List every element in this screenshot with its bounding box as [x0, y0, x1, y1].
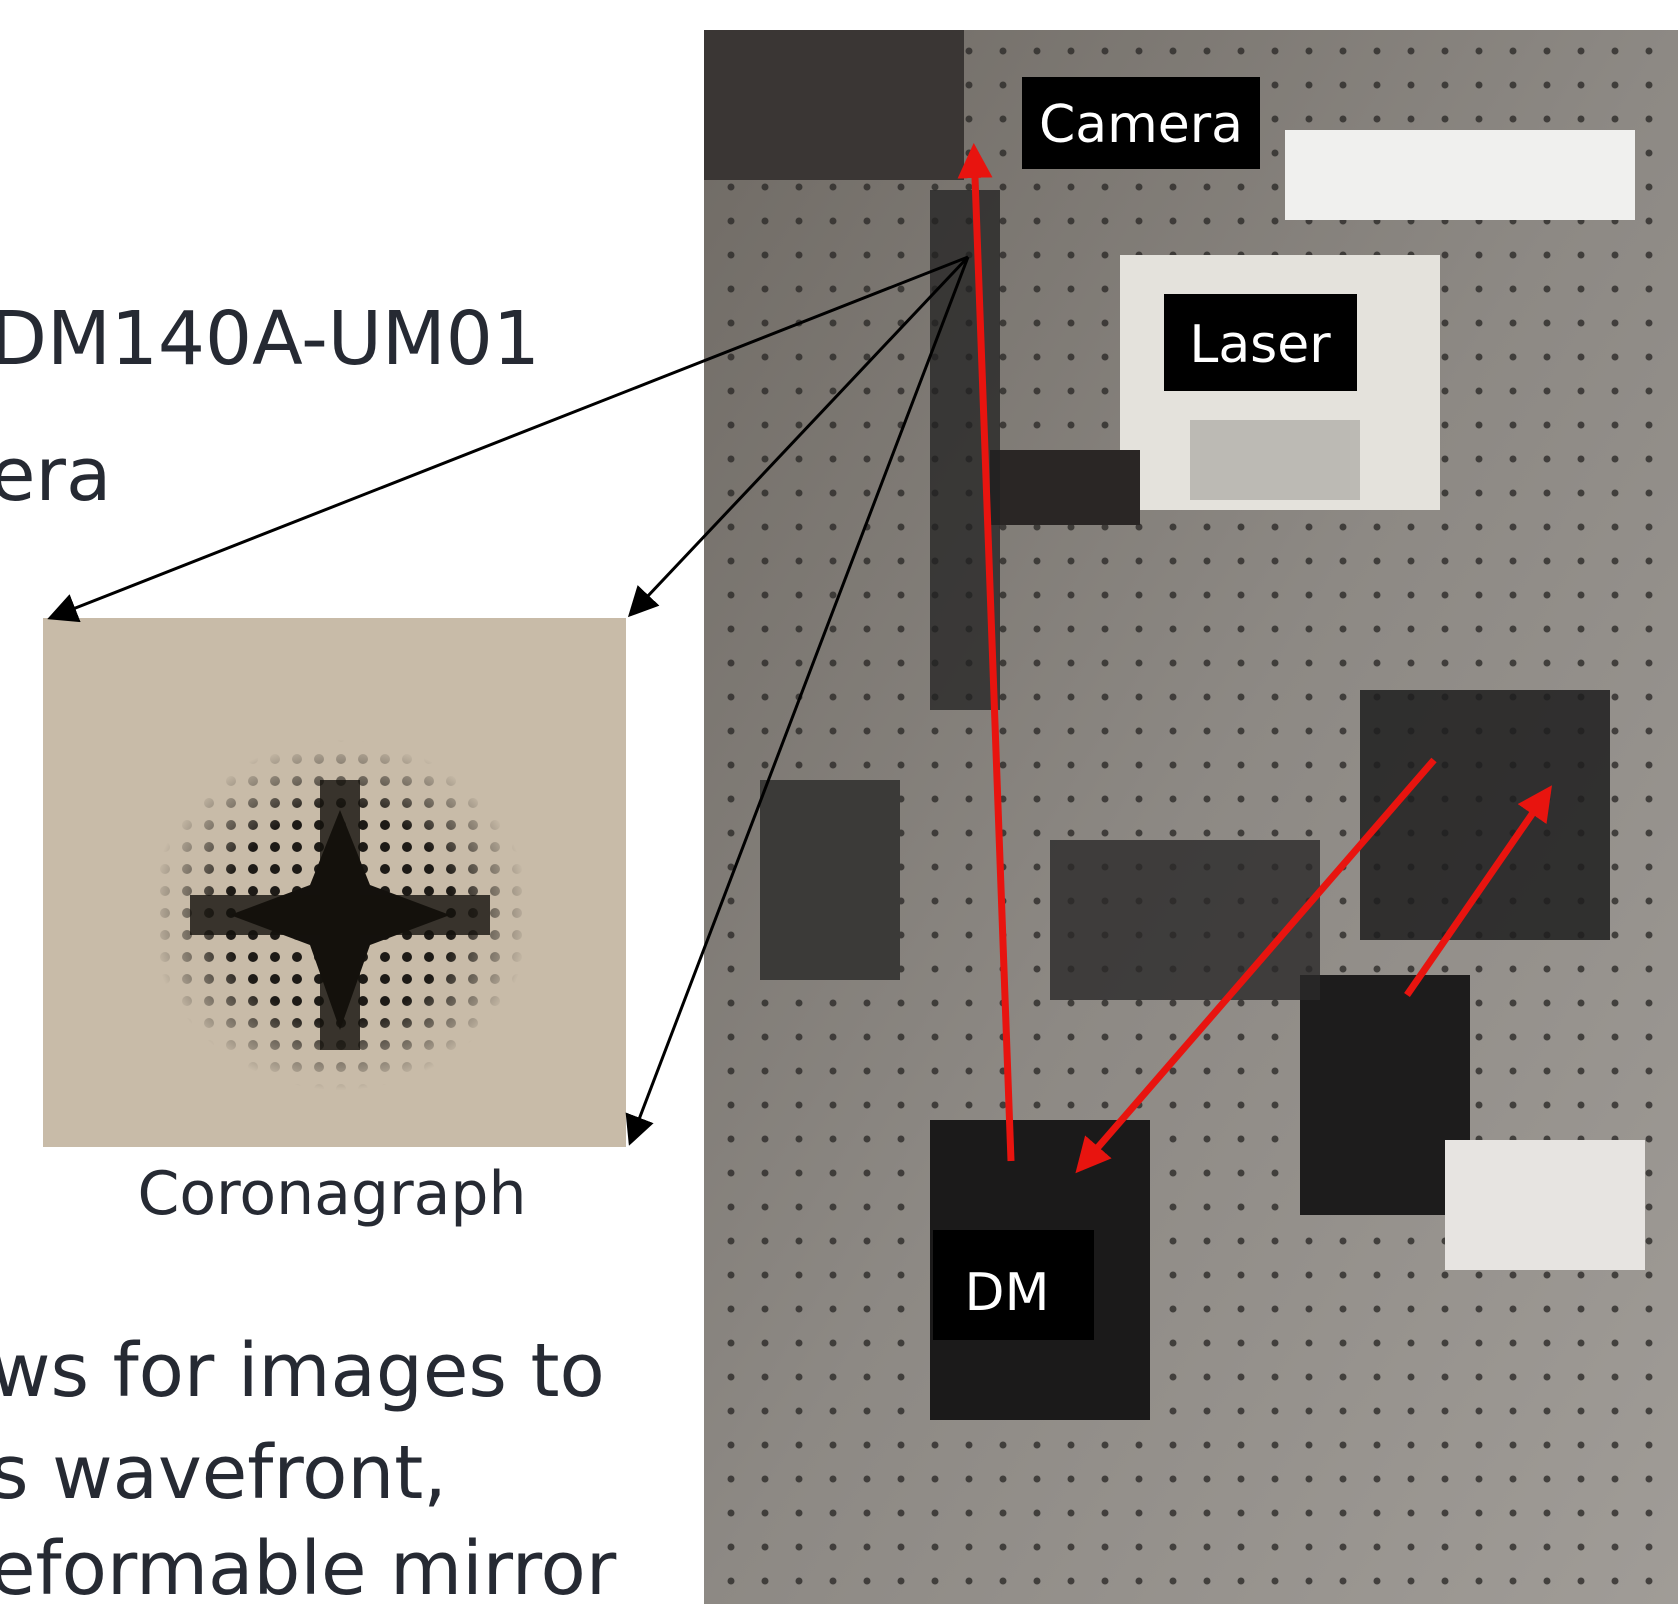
arrows: [47, 143, 1552, 1174]
text-line: eformable mirror: [0, 1526, 617, 1604]
text-line: DM140A-UM01: [0, 296, 540, 382]
coronagraph-image: [43, 618, 626, 1147]
text-line: ws for images to: [0, 1328, 605, 1414]
text-line: era: [0, 432, 111, 518]
label-box: [1022, 77, 1260, 169]
photo-label: Camera: [1039, 95, 1243, 155]
lab-photo: [704, 30, 1678, 1604]
caption: Coronagraph: [137, 1159, 526, 1229]
text-line: s wavefront,: [0, 1430, 447, 1516]
label-box: [933, 1230, 1094, 1340]
label-box: [1164, 294, 1357, 391]
photo-label: DM: [965, 1263, 1050, 1323]
photo-label: Laser: [1189, 315, 1331, 375]
